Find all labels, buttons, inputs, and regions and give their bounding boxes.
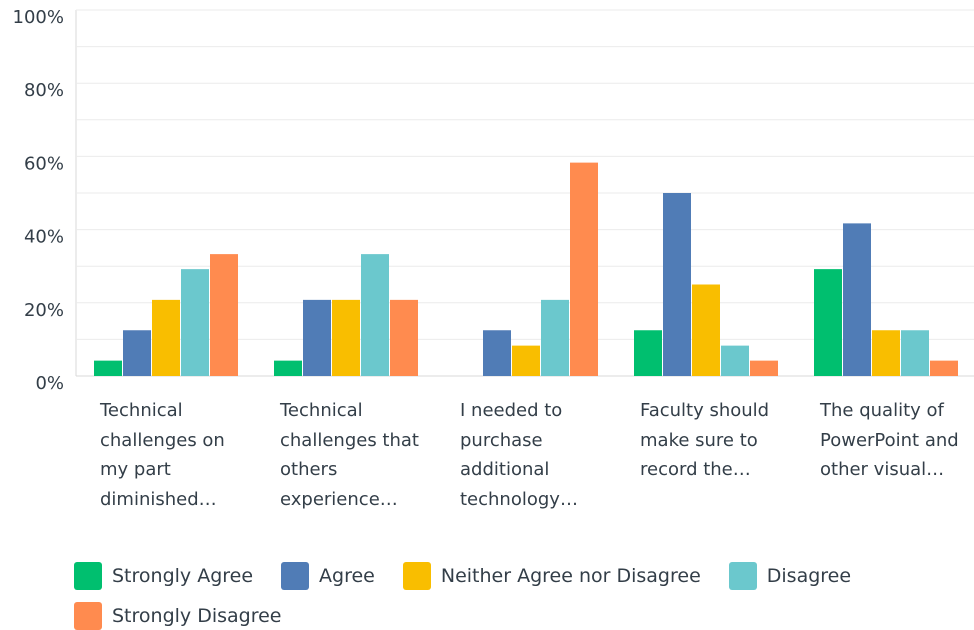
legend-item: Neither Agree nor Disagree	[402, 562, 701, 590]
bar	[570, 162, 598, 376]
bar	[123, 330, 151, 376]
bar	[210, 254, 238, 376]
legend-item: Strongly Agree	[74, 562, 253, 590]
y-tick-label: 60%	[24, 153, 64, 174]
bar	[692, 284, 720, 376]
bar	[721, 345, 749, 376]
bar	[390, 299, 418, 376]
bar	[843, 223, 871, 376]
bar	[930, 360, 958, 376]
bar	[332, 299, 360, 376]
y-tick-label: 80%	[24, 80, 64, 101]
legend-swatch	[402, 562, 431, 590]
y-tick-label: 40%	[24, 227, 64, 248]
bar	[663, 193, 691, 376]
legend-label: Strongly Disagree	[112, 605, 282, 627]
plot: 0% 20% 40% 60% 80% 100%	[13, 7, 974, 394]
legend-swatch	[74, 562, 102, 590]
bar	[181, 269, 209, 376]
bar	[541, 299, 569, 376]
bar	[94, 360, 122, 376]
legend-swatch	[281, 562, 310, 590]
bar	[634, 330, 662, 376]
legend-label: Strongly Agree	[112, 565, 254, 587]
bar	[152, 299, 180, 376]
legend-swatch	[74, 602, 102, 630]
legend-label: Agree	[319, 565, 375, 587]
bar	[872, 330, 900, 376]
legend-item: Disagree	[728, 562, 852, 590]
legend-label: Neither Agree nor Disagree	[440, 565, 701, 587]
x-tick-label: The quality of PowerPoint and other visu…	[820, 400, 959, 480]
x-tick-label: Technical challenges on my part diminish…	[100, 400, 225, 510]
legend-label: Disagree	[766, 565, 852, 587]
y-tick-label: 20%	[24, 300, 64, 321]
bar	[512, 345, 540, 376]
x-tick-label: Technical challenges that others experie…	[280, 400, 419, 510]
bar	[750, 360, 778, 376]
legend: Strongly Agree Agree Neither Agree nor Dis…	[74, 562, 914, 630]
bar	[483, 330, 511, 376]
legend-swatch	[728, 562, 757, 590]
bar	[901, 330, 929, 376]
x-tick-label: I needed to purchase additional technolo…	[460, 400, 578, 510]
bar	[303, 299, 331, 376]
y-tick-label: 0%	[35, 373, 64, 394]
bar	[814, 269, 842, 376]
bar	[274, 360, 302, 376]
y-tick-label: 100%	[13, 7, 64, 28]
x-tick-label: Faculty should make sure to record the…	[640, 400, 770, 480]
legend-item: Agree	[281, 562, 375, 590]
legend-item: Strongly Disagree	[74, 602, 281, 630]
bar	[361, 254, 389, 376]
